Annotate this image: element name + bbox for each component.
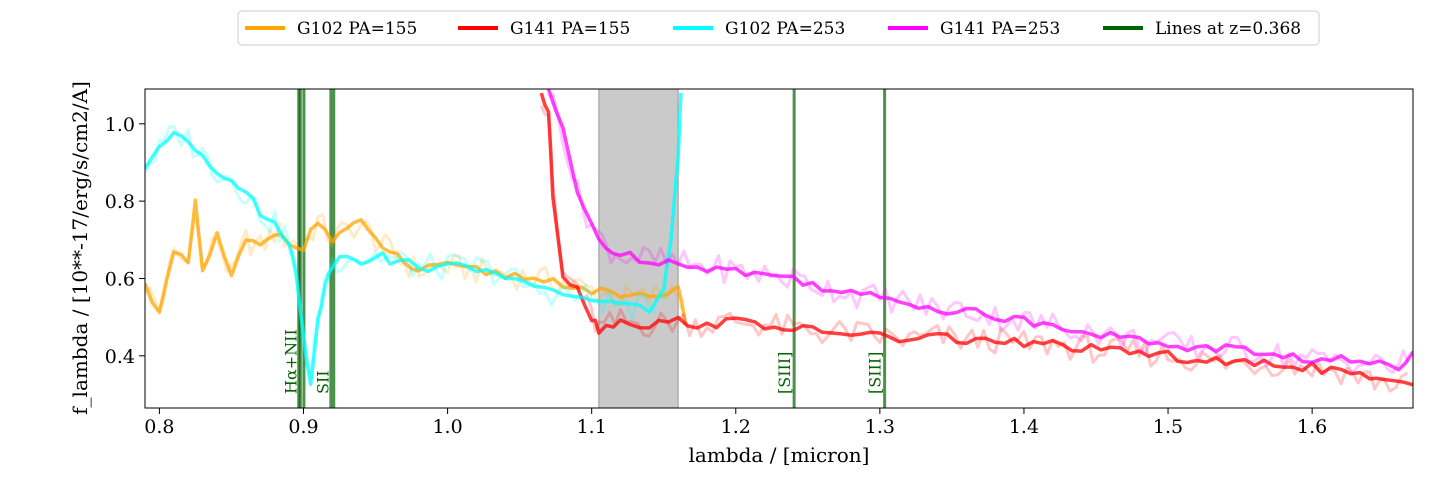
x-tick-label-8: 1.6 [1297, 416, 1327, 438]
legend-label-4: Lines at z=0.368 [1155, 19, 1301, 39]
masked-region [598, 89, 679, 408]
line-label-0: Hα+NII [281, 329, 300, 394]
plot-area: Hα+NII SII [SIII] [SIII] [145, 89, 1413, 408]
axes-frame [144, 88, 1414, 409]
legend-box [237, 10, 1320, 46]
series-line-0 [145, 198, 688, 326]
x-tick-label-0: 0.8 [144, 416, 174, 438]
series-line-1 [539, 92, 1413, 387]
legend-label-0: G102 PA=155 [297, 19, 417, 39]
series-line-2 [145, 92, 683, 387]
series-raw-0 [145, 212, 684, 313]
legend-label-1: G141 PA=155 [510, 19, 630, 39]
y-tick-label-0: 0.4 [105, 346, 135, 368]
plot-content [145, 89, 1413, 408]
series-raw-3 [547, 92, 1410, 375]
line-label-3: [SIII] [866, 352, 885, 394]
x-ticks: 0.8 0.9 1.0 1.1 1.2 1.3 1.4 1.5 1.6 [144, 408, 1327, 438]
x-tick-label-1: 0.9 [288, 416, 318, 438]
x-tick-label-5: 1.3 [865, 416, 895, 438]
y-tick-label-3: 1.0 [105, 114, 135, 136]
plot-frame [144, 88, 1414, 409]
x-tick-label-2: 1.0 [432, 416, 462, 438]
x-tick-label-7: 1.5 [1153, 416, 1183, 438]
legend-label-3: G141 PA=253 [940, 19, 1060, 39]
series-line-3 [546, 89, 1413, 372]
y-tick-label-1: 0.6 [105, 268, 135, 290]
y-ticks: 0.4 0.6 0.8 1.0 [105, 114, 145, 368]
legend-label-2: G102 PA=253 [725, 19, 845, 39]
line-label-1: SII [313, 370, 332, 394]
y-axis-label: f_lambda / [10**-17/erg/s/cm2/A] [68, 81, 92, 415]
x-tick-label-6: 1.4 [1009, 416, 1039, 438]
x-axis-label: lambda / [micron] [689, 443, 870, 467]
legend: G102 PA=155 G141 PA=155 G102 PA=253 G141 PA… [237, 10, 1320, 46]
y-tick-label-2: 0.8 [105, 191, 135, 213]
line-label-2: [SIII] [775, 352, 794, 394]
x-tick-label-4: 1.2 [721, 416, 751, 438]
x-tick-label-3: 1.1 [577, 416, 607, 438]
